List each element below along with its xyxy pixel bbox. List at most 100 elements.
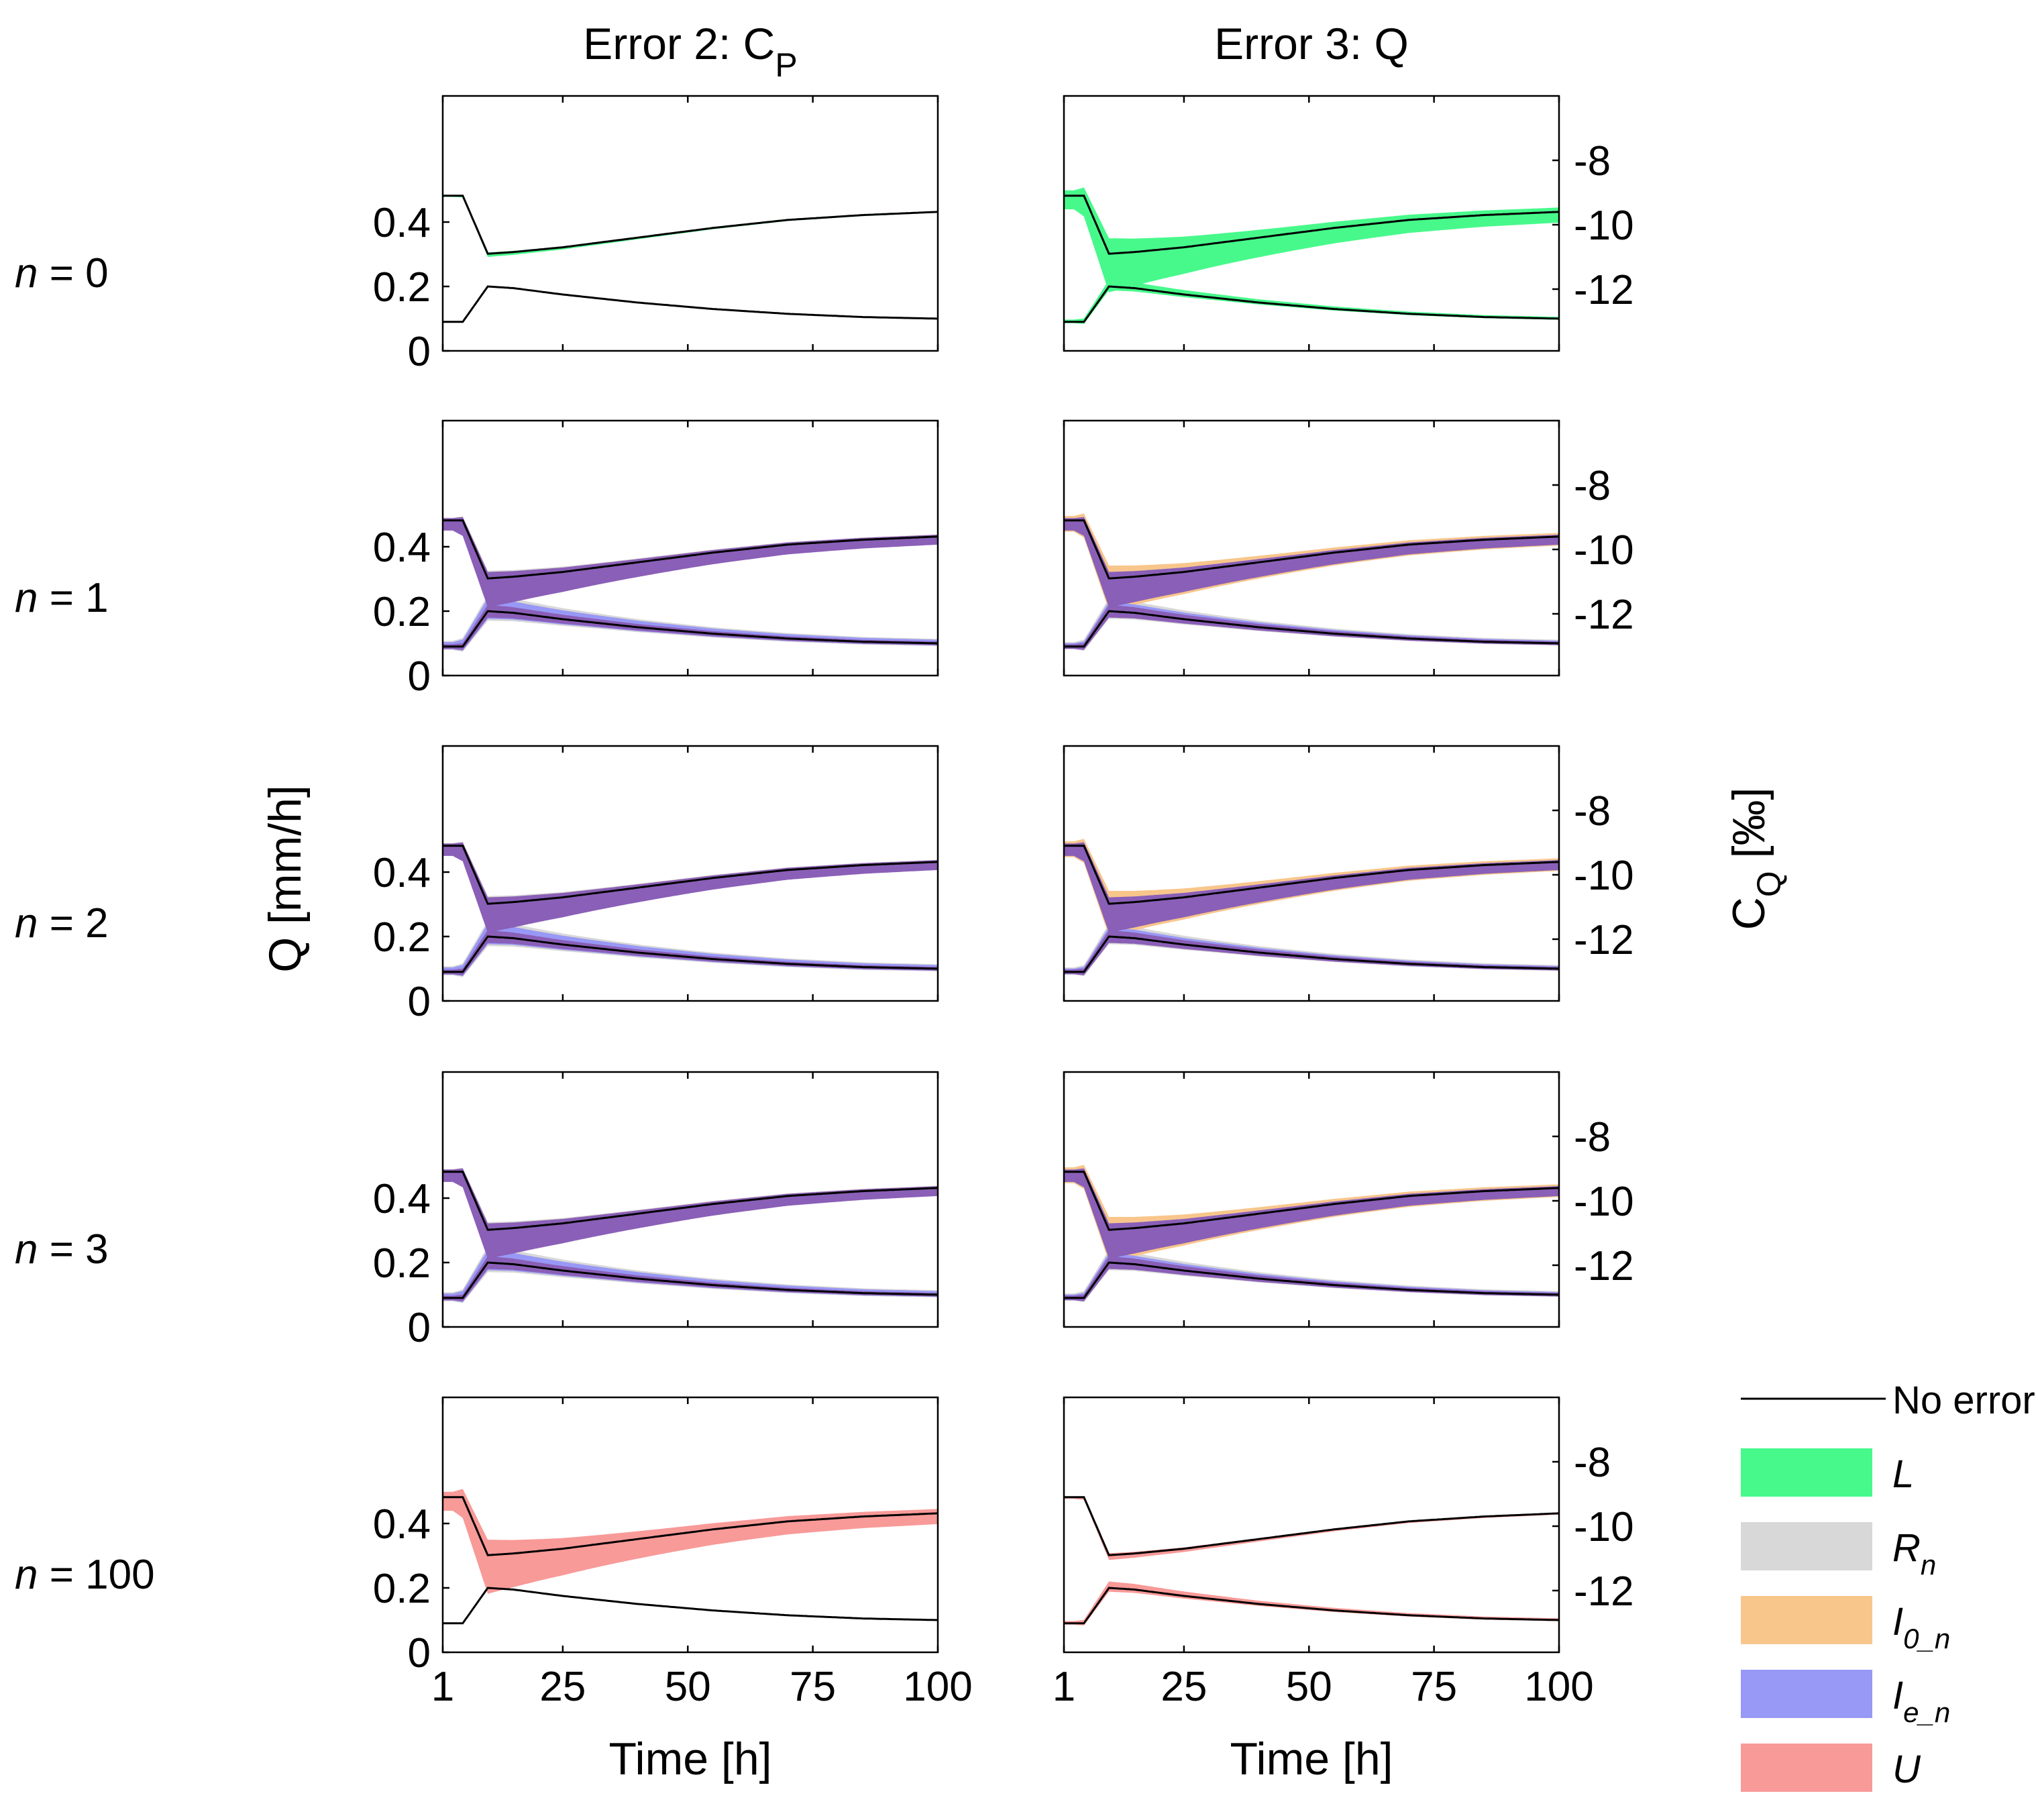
q-tick-label: 0.4 xyxy=(373,850,431,896)
legend-patch-I0 xyxy=(1741,1596,1872,1644)
q-tick-label: 0 xyxy=(408,653,431,700)
panel: 0 0.2 0.4 xyxy=(373,1396,939,1676)
panel: 0 0.2 0.4 xyxy=(373,95,939,375)
column-title: Error 3: Q xyxy=(1214,19,1409,68)
c-tick-label: -12 xyxy=(1574,592,1634,638)
legend-patch-R xyxy=(1741,1522,1872,1570)
x-tick-label: 25 xyxy=(1161,1664,1207,1710)
legend-label: I0_n xyxy=(1892,1600,1950,1654)
cq-no-error-line xyxy=(443,1496,938,1556)
panel: -8 -10 -12 xyxy=(1063,745,1634,1002)
axes-frame xyxy=(441,419,939,677)
q-no-error-line xyxy=(1064,610,1560,648)
legend-label: Ie_n xyxy=(1892,1674,1950,1728)
band-cq-overlap xyxy=(443,1168,938,1259)
q-tick-label: 0.2 xyxy=(373,1566,431,1612)
row-label: n = 3 xyxy=(15,1226,109,1273)
cq-no-error-line xyxy=(1064,1171,1560,1231)
c-tick-label: -12 xyxy=(1574,1568,1634,1615)
cq-no-error-line xyxy=(1064,519,1560,580)
x-axis-label: Time [h] xyxy=(1230,1733,1393,1784)
x-tick-label: 1 xyxy=(1053,1664,1075,1710)
row-label: n = 0 xyxy=(15,250,109,297)
cq-no-error-line xyxy=(443,195,938,255)
panel: 0 0.2 0.4 xyxy=(373,745,939,1025)
band-cq-overlap xyxy=(1064,1168,1559,1259)
panel: 0 0.2 0.4 xyxy=(373,1071,939,1351)
q-tick-label: 0 xyxy=(408,1305,431,1351)
column-title: Error 2: CP xyxy=(583,19,797,84)
q-tick-label: 0.4 xyxy=(373,200,431,246)
cq-no-error-line xyxy=(443,845,938,905)
legend-patch-L xyxy=(1741,1448,1872,1497)
axes-frame xyxy=(441,1396,939,1654)
panel: -8 -10 -12 xyxy=(1063,1396,1634,1654)
band-cq-overlap xyxy=(1064,842,1559,933)
x-tick-label: 75 xyxy=(1411,1664,1457,1710)
x-axis-label: Time [h] xyxy=(608,1733,771,1784)
c-tick-label: -12 xyxy=(1574,267,1634,313)
x-tick-label: 25 xyxy=(539,1664,586,1710)
panel: -8 -10 -12 xyxy=(1063,95,1634,352)
q-tick-label: 0.4 xyxy=(373,1176,431,1222)
c-tick-label: -8 xyxy=(1574,138,1611,184)
axes-frame xyxy=(441,1071,939,1328)
row-label: n = 1 xyxy=(15,575,109,621)
y-axis-label-left: Q [mm/h] xyxy=(260,785,311,973)
axes-frame xyxy=(1063,419,1560,677)
x-tick-label: 50 xyxy=(1286,1664,1332,1710)
axes-frame xyxy=(1063,1396,1560,1654)
band-cq-L xyxy=(1064,187,1559,292)
axes-frame xyxy=(441,745,939,1002)
x-tick-label: 1 xyxy=(431,1664,454,1710)
band-cq-overlap xyxy=(1064,517,1559,608)
c-tick-label: -10 xyxy=(1574,853,1634,899)
cq-no-error-line xyxy=(443,1171,938,1231)
legend-patch-U xyxy=(1741,1744,1872,1792)
legend-label: No error xyxy=(1892,1379,2035,1422)
q-tick-label: 0 xyxy=(408,979,431,1025)
q-no-error-line xyxy=(1064,935,1560,973)
c-tick-label: -8 xyxy=(1574,463,1611,509)
c-tick-label: -8 xyxy=(1574,788,1611,835)
q-no-error-line xyxy=(443,285,938,323)
q-tick-label: 0 xyxy=(408,329,431,375)
c-tick-label: -8 xyxy=(1574,1440,1611,1486)
q-no-error-line xyxy=(1064,1261,1560,1299)
panel: -8 -10 -12 xyxy=(1063,419,1634,677)
q-no-error-line xyxy=(1064,1587,1560,1625)
panel: 0 0.2 0.4 xyxy=(373,419,939,700)
q-tick-label: 0.4 xyxy=(373,525,431,571)
cq-no-error-line xyxy=(1064,1496,1560,1556)
cq-no-error-line xyxy=(1064,195,1560,255)
q-tick-label: 0.2 xyxy=(373,914,431,961)
row-label: n = 2 xyxy=(15,900,109,947)
cq-no-error-line xyxy=(1064,845,1560,905)
x-tick-label: 50 xyxy=(665,1664,711,1710)
axes-frame xyxy=(1063,1071,1560,1328)
q-tick-label: 0.4 xyxy=(373,1501,431,1548)
c-tick-label: -8 xyxy=(1574,1114,1611,1161)
x-tick-label: 100 xyxy=(903,1664,972,1710)
band-cq-L xyxy=(443,195,938,257)
axes-frame xyxy=(1063,95,1560,352)
q-no-error-line xyxy=(443,935,938,973)
c-tick-label: -10 xyxy=(1574,527,1634,574)
band-q-U xyxy=(1064,1581,1559,1625)
c-tick-label: -12 xyxy=(1574,917,1634,963)
q-no-error-line xyxy=(443,1587,938,1625)
legend-label: L xyxy=(1892,1452,1914,1496)
c-tick-label: -10 xyxy=(1574,1504,1634,1550)
cq-no-error-line xyxy=(443,519,938,580)
axes-frame xyxy=(1063,745,1560,1002)
band-cq-overlap xyxy=(443,517,938,608)
c-tick-label: -12 xyxy=(1574,1243,1634,1289)
legend-label: Rn xyxy=(1892,1526,1936,1581)
x-tick-label: 75 xyxy=(790,1664,836,1710)
band-cq-U xyxy=(443,1489,938,1594)
legend-label: U xyxy=(1892,1748,1921,1791)
q-tick-label: 0.2 xyxy=(373,264,431,311)
q-tick-label: 0 xyxy=(408,1630,431,1676)
q-tick-label: 0.2 xyxy=(373,589,431,635)
